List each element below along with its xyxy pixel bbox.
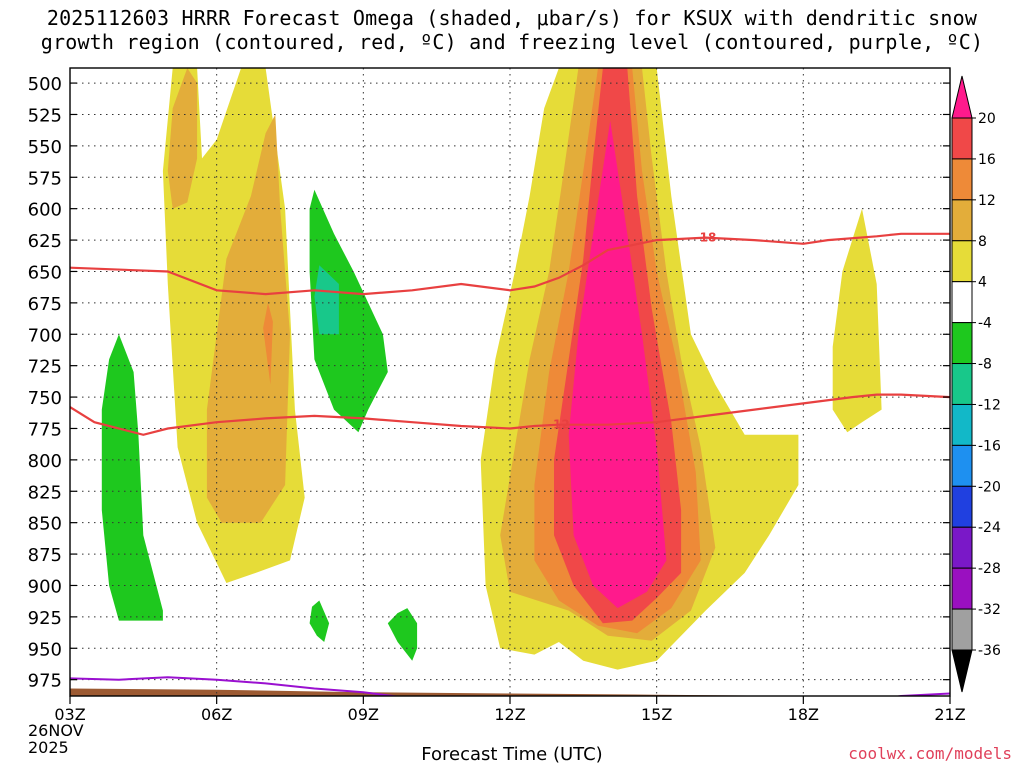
colorbar-label: 16 [978, 152, 996, 168]
y-tick-label: 875 [28, 545, 62, 566]
y-tick-label: 975 [28, 671, 62, 692]
colorbar-bin-3 [951, 240, 973, 283]
y-tick-label: 900 [28, 576, 62, 597]
colorbar-label: -20 [978, 479, 1001, 495]
colorbar-bin-6 [951, 363, 973, 405]
colorbar-bin-9 [951, 485, 973, 528]
x-tick-label: 18Z [788, 705, 819, 724]
y-tick-label: 950 [28, 639, 62, 660]
colorbar-bin-4 [951, 281, 973, 324]
y-tick-label: 675 [28, 294, 62, 315]
colorbar-legend: 20 16 12 8 4 -4 -8 -12 -16 -20 -24 -28 -32 -36 [951, 75, 1001, 693]
x-tick-label: 12Z [494, 705, 525, 724]
date-line-2: 2025 [28, 738, 69, 757]
colorbar-label: -16 [978, 438, 1001, 454]
omega-region-13 [387, 608, 418, 661]
terrain-layer [70, 688, 950, 696]
x-tick-label: 06Z [201, 705, 232, 724]
colorbar-bin-11 [951, 567, 973, 610]
y-tick-label: 925 [28, 608, 62, 629]
x-tick-label: 09Z [348, 705, 379, 724]
colorbar-label: -28 [978, 561, 1001, 577]
chart-title: 2025112603 HRRR Forecast Omega (shaded, … [0, 6, 1024, 54]
colorbar-label: -12 [978, 397, 1001, 413]
y-tick-label: 725 [28, 357, 62, 378]
x-tick-label: 21Z [934, 705, 965, 724]
grid-layer [70, 68, 950, 696]
dgz-contour--18 [70, 232, 950, 296]
y-tick-label: 625 [28, 231, 62, 252]
y-tick-label: 575 [28, 168, 62, 189]
x-axis: 03Z 06Z 09Z 12Z 15Z 18Z 21Z [54, 696, 966, 724]
title-line-1: 2025112603 HRRR Forecast Omega (shaded, … [46, 6, 978, 30]
omega-region-2 [832, 208, 882, 433]
colorbar-bin-1 [951, 158, 973, 201]
colorbar-bin-12 [951, 608, 973, 651]
dgz-contour--12 [70, 393, 950, 436]
dgz-contour-label: -18 [695, 231, 717, 245]
omega-region-10 [309, 189, 388, 433]
y-tick-label: 775 [28, 419, 62, 440]
x-tick-label: 03Z [54, 705, 85, 724]
y-axis: 500 525 550 575 600 625 650 675 700 725 750 775 800 8… [28, 74, 950, 692]
omega-region-3 [167, 68, 198, 209]
dgz-contour-label: -12 [548, 418, 570, 432]
colorbar-label: -4 [978, 316, 992, 332]
y-tick-label: 800 [28, 451, 62, 472]
colorbar-label: -36 [978, 643, 1001, 659]
colorbar-label: -24 [978, 520, 1001, 536]
y-tick-label: 650 [28, 262, 62, 283]
colorbar-bin-5 [951, 322, 973, 365]
date-line-1: 26NOV [28, 721, 84, 740]
omega-shading-layer [101, 68, 882, 670]
colorbar-bin-2 [951, 199, 973, 242]
colorbar-bin-10 [951, 526, 973, 569]
y-tick-label: 700 [28, 325, 62, 346]
colorbar-label: 12 [978, 193, 996, 209]
colorbar-label: 8 [978, 234, 987, 250]
omega-region-6 [263, 302, 273, 385]
terrain-surface [70, 688, 950, 696]
colorbar-bin-0 [951, 117, 973, 160]
x-axis-label: Forecast Time (UTC) [421, 744, 603, 765]
contour-layer: -18 -12 [70, 231, 950, 696]
colorbar-label: 4 [978, 275, 987, 291]
colorbar-bin-7 [951, 403, 973, 446]
y-tick-label: 750 [28, 388, 62, 409]
y-tick-label: 525 [28, 105, 62, 126]
omega-region-14 [314, 265, 339, 335]
freezing-level-contour-0 [70, 676, 401, 696]
y-tick-label: 550 [28, 137, 62, 158]
colorbar-label: -32 [978, 602, 1001, 618]
y-tick-label: 500 [28, 74, 62, 95]
omega-region-12 [309, 600, 330, 642]
omega-region-9 [568, 120, 667, 609]
y-tick-label: 850 [28, 514, 62, 535]
init-date: 26NOV 2025 [28, 722, 84, 756]
freezing-level-contour-1 [894, 692, 950, 696]
credit-link[interactable]: coolwx.com/models [848, 744, 1012, 763]
colorbar-top-triangle [951, 75, 973, 119]
y-tick-label: 825 [28, 482, 62, 503]
colorbar-label: -8 [978, 357, 992, 373]
y-tick-label: 600 [28, 200, 62, 221]
title-line-2: growth region (contoured, red, ºC) and f… [40, 30, 984, 54]
colorbar-bottom-triangle [951, 649, 973, 693]
colorbar-label: 20 [978, 111, 996, 127]
colorbar-bin-8 [951, 444, 973, 487]
x-tick-label: 15Z [641, 705, 672, 724]
omega-region-11 [101, 334, 163, 621]
